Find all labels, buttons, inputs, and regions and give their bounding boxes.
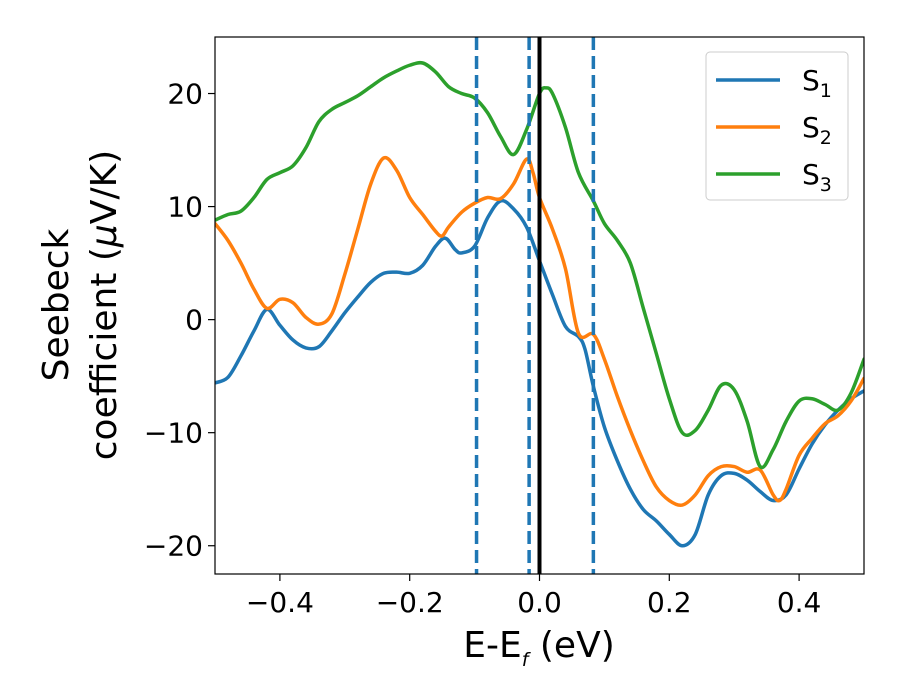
x-tick-label: 0.4	[777, 586, 822, 619]
legend-label-s3: S3	[802, 158, 832, 196]
y-axis-label-line2: coefficient (μV/K)	[84, 150, 125, 460]
x-tick-label: −0.4	[246, 586, 314, 619]
plot-area	[215, 37, 864, 574]
x-tick-label: −0.2	[376, 586, 444, 619]
legend-label-s1: S1	[802, 64, 832, 102]
legend-label-s2: S2	[802, 111, 832, 149]
x-tick-label: 0.2	[647, 586, 692, 619]
y-axis-label: Seebeck coefficient (μV/K)	[36, 150, 125, 460]
x-axis: −0.4 −0.2 0.0 0.2 0.4	[246, 574, 821, 619]
y-tick-label: 0	[185, 304, 203, 337]
y-tick-label: −10	[144, 417, 203, 450]
y-tick-label: 20	[167, 78, 203, 111]
series-line-s2	[215, 155, 864, 507]
y-axis: −20 −10 0 10 20	[144, 78, 215, 563]
y-tick-label: −20	[144, 530, 203, 563]
y-tick-label: 10	[167, 191, 203, 224]
y-axis-label-line1: Seebeck	[36, 228, 77, 381]
legend: S1 S2 S3	[705, 51, 849, 201]
x-tick-label: 0.0	[517, 586, 562, 619]
series-line-s3	[215, 60, 864, 470]
x-axis-label: E-Ef (eV)	[463, 625, 615, 671]
